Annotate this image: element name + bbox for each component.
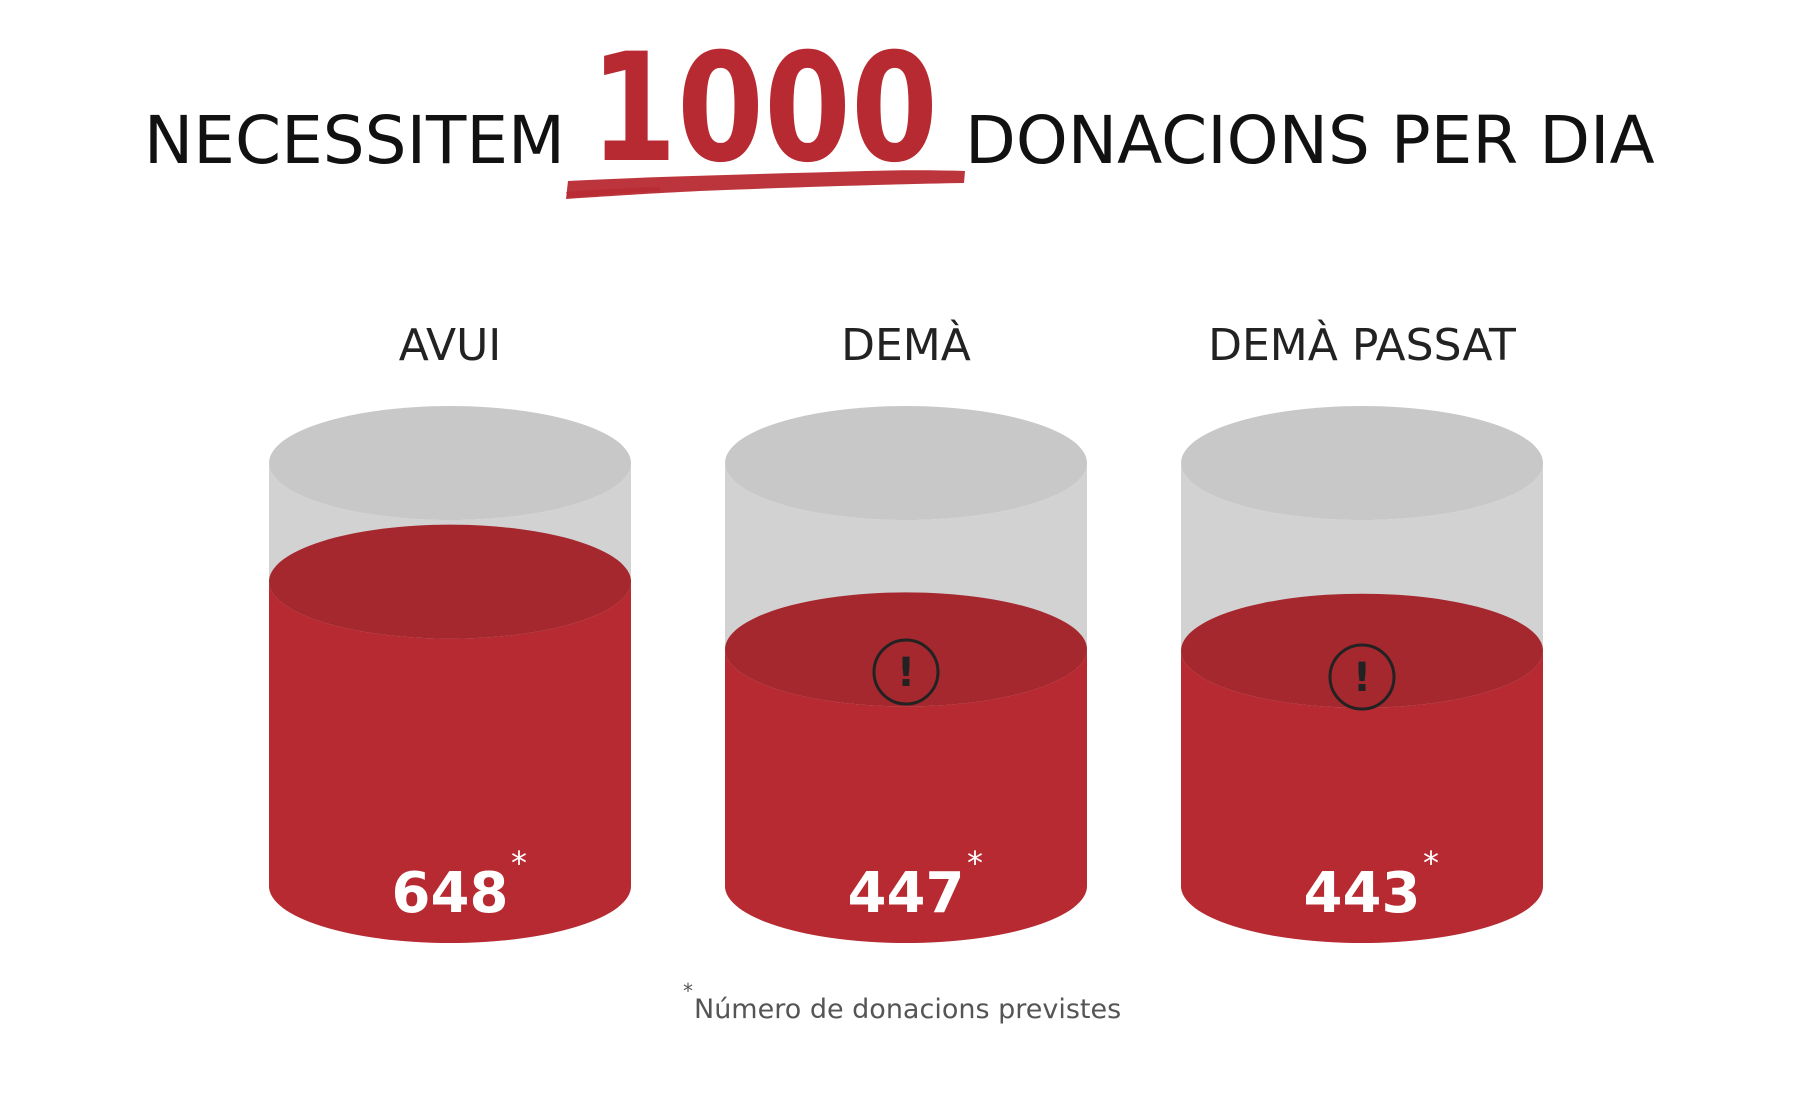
brush-underline-tail [566,187,660,198]
day-label-avui: AVUI [399,320,502,371]
value-marker-dema-passat: * [1423,844,1439,882]
alert-exclamation: ! [1353,655,1371,701]
exclamation-circle-icon: ! [1328,643,1396,711]
empty-top [1181,406,1543,520]
cylinder-dema: DEMÀ! 447 * [725,318,1087,943]
alert-exclamation: ! [897,650,915,696]
cylinder-dema-passat: DEMÀ PASSAT! 443 * [1181,318,1543,943]
value-label-dema: 447 [848,861,965,926]
value-marker-avui: * [511,844,527,882]
alert-circle [872,638,940,706]
empty-top [269,406,631,520]
headline: NECESSITEM 1000 DONACIONS PER DIA [144,22,1655,199]
value-label-dema-passat: 443 [1304,861,1421,926]
footnote-marker: * [683,979,693,1003]
fill-bar-dema [725,649,1087,943]
headline-prefix: NECESSITEM [144,102,565,179]
empty-top [725,406,1087,520]
cylinder-avui: AVUI 648 * [269,320,631,943]
value-marker-dema: * [967,844,983,882]
alert-circle [1328,643,1396,711]
fill-top-dema-passat [1181,593,1543,708]
fill-bar-dema-passat [1181,650,1543,943]
fill-top-avui [269,524,631,639]
exclamation-circle-icon: ! [872,638,940,706]
footnote: * Número de donacions previstes [683,979,1121,1025]
fill-top-dema [725,592,1087,707]
footnote-text: Número de donacions previstes [694,994,1121,1025]
value-label-avui: 648 [392,861,509,926]
day-label-dema-passat: DEMÀ PASSAT [1208,318,1516,371]
day-label-dema: DEMÀ [841,318,971,371]
brush-underline [566,170,965,199]
headline-suffix: DONACIONS PER DIA [965,102,1655,179]
fill-bar-avui [269,581,631,943]
headline-number: 1000 [590,22,938,196]
